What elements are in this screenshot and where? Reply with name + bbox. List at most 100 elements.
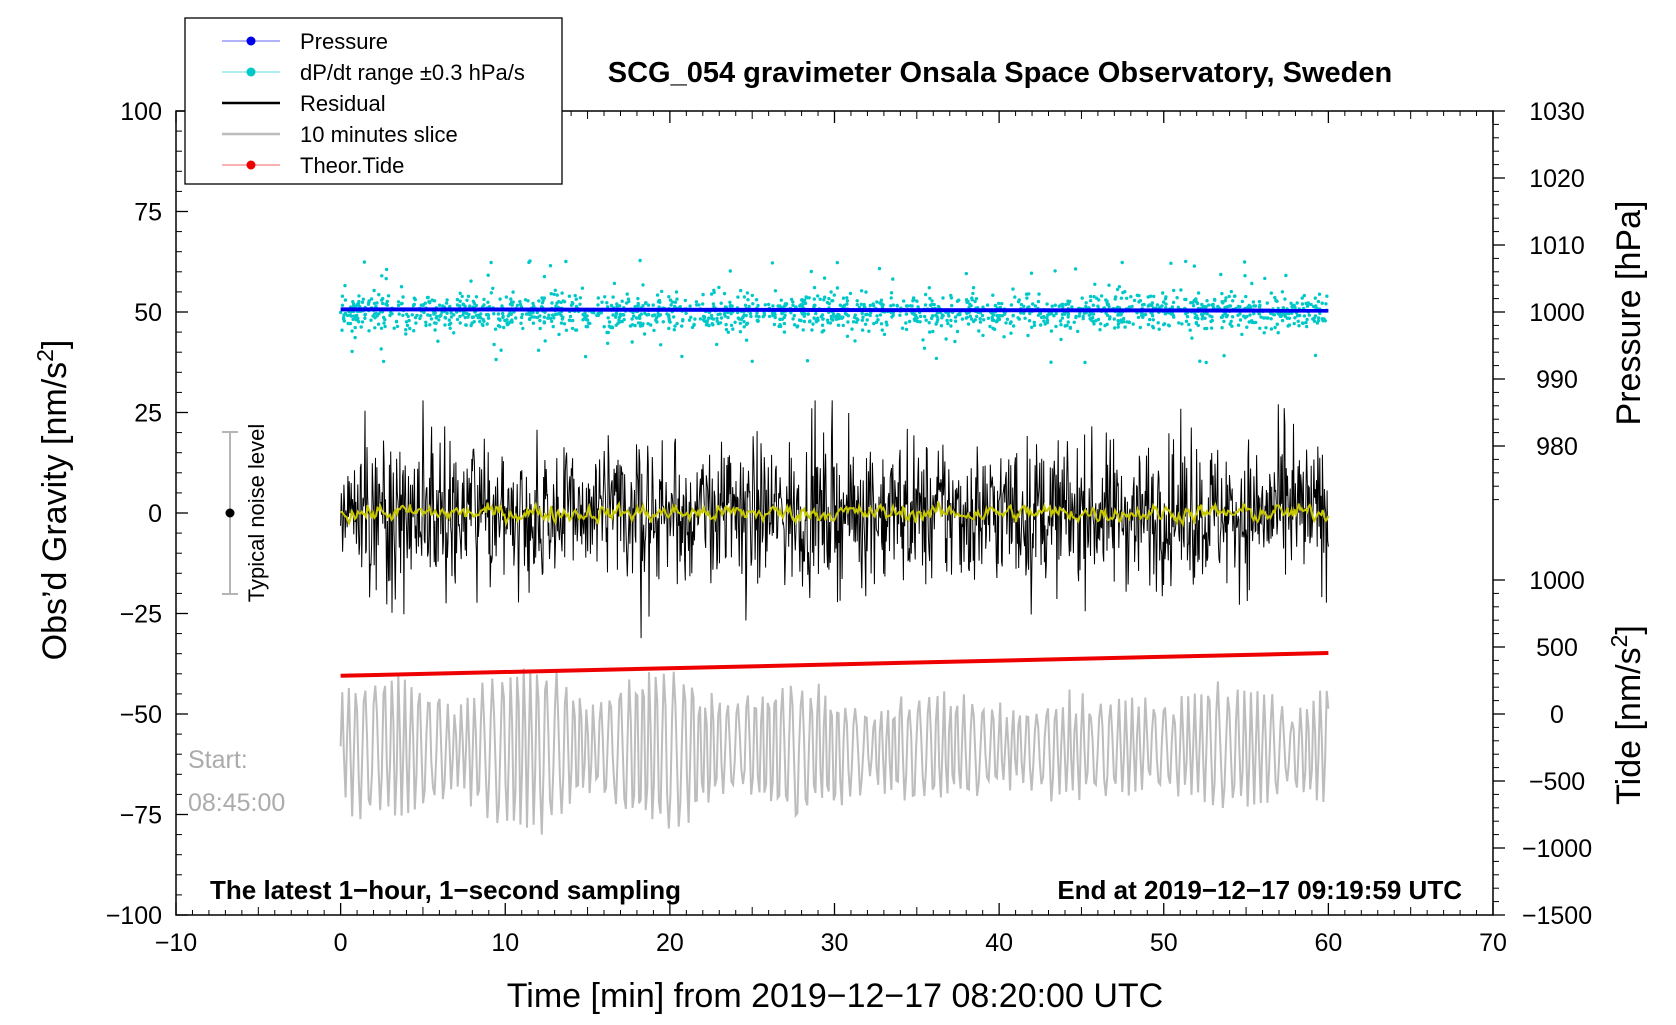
- dpdt-point: [1211, 302, 1215, 307]
- dpdt-point: [437, 318, 441, 322]
- dpdt-point: [1049, 329, 1054, 333]
- dpdt-point: [831, 312, 836, 316]
- dpdt-point: [756, 303, 760, 308]
- dpdt-point: [480, 322, 484, 327]
- dpdt-point: [573, 293, 577, 298]
- dpdt-point: [481, 317, 485, 322]
- dpdt-point: [837, 316, 841, 321]
- dpdt-point: [953, 339, 957, 344]
- dpdt-point: [755, 311, 759, 315]
- dpdt-point: [812, 297, 816, 301]
- x-axis-label: Time [min] from 2019−12−17 08:20:00 UTC: [507, 977, 1163, 1015]
- dpdt-point: [1060, 316, 1065, 320]
- dpdt-point: [910, 304, 914, 308]
- dpdt-point: [1230, 315, 1235, 319]
- dpdt-point: [464, 323, 468, 327]
- dpdt-point: [1243, 274, 1247, 278]
- x-tick-label: 60: [1314, 929, 1342, 957]
- dpdt-point: [1265, 301, 1270, 305]
- dpdt-point: [1198, 359, 1202, 363]
- dpdt-point: [433, 328, 437, 332]
- legend-box: [184, 17, 563, 185]
- dpdt-point: [719, 301, 723, 305]
- dpdt-point: [369, 297, 374, 301]
- dpdt-point: [783, 313, 787, 317]
- dpdt-point: [722, 312, 727, 316]
- dpdt-point: [339, 310, 343, 315]
- dpdt-point: [958, 312, 962, 317]
- dpdt-point: [424, 323, 428, 328]
- pressure-tick-label: 1020: [1529, 165, 1585, 193]
- series-theor-tide: [340, 651, 1329, 678]
- dpdt-point: [492, 312, 496, 316]
- pressure-axis-ticks: 980 990 1000 1010 1020 1030: [1493, 98, 1585, 501]
- dpdt-point: [361, 297, 365, 301]
- dpdt-point: [792, 313, 796, 318]
- dpdt-point: [1091, 303, 1096, 307]
- dpdt-point: [1059, 323, 1063, 327]
- dpdt-point: [1316, 299, 1321, 304]
- dpdt-point: [935, 315, 939, 319]
- dpdt-point: [975, 314, 979, 319]
- dpdt-point: [877, 266, 882, 271]
- dpdt-point: [1191, 304, 1196, 308]
- dpdt-point: [1275, 322, 1280, 326]
- dpdt-point: [782, 321, 787, 326]
- dpdt-point: [1089, 299, 1093, 303]
- dpdt-point: [931, 329, 935, 334]
- dpdt-point: [1095, 296, 1099, 300]
- dpdt-point: [964, 271, 968, 276]
- dpdt-point: [773, 289, 778, 293]
- dpdt-point: [498, 297, 502, 301]
- y-tick-label-left: 0: [148, 500, 162, 528]
- dpdt-point: [528, 317, 532, 321]
- dpdt-point: [464, 311, 469, 316]
- dpdt-point: [1203, 326, 1207, 331]
- dpdt-point: [966, 322, 971, 326]
- dpdt-point: [592, 311, 596, 315]
- dpdt-point: [1043, 322, 1047, 326]
- dpdt-point: [1177, 321, 1181, 325]
- dpdt-point: [521, 326, 525, 331]
- dpdt-point: [443, 323, 447, 327]
- dpdt-point: [889, 291, 894, 295]
- dpdt-point: [564, 328, 569, 332]
- dpdt-point: [1207, 303, 1211, 307]
- dpdt-point: [554, 304, 558, 308]
- dpdt-point: [508, 312, 512, 316]
- dpdt-point: [355, 303, 359, 307]
- dpdt-point: [1170, 305, 1175, 309]
- dpdt-point: [1084, 301, 1088, 305]
- noise-bar: Typical noise level: [222, 424, 269, 602]
- dpdt-point: [766, 302, 771, 307]
- dpdt-point: [947, 314, 951, 318]
- dpdt-point: [845, 299, 850, 303]
- dpdt-point: [1229, 319, 1233, 324]
- dpdt-point: [615, 304, 619, 309]
- dpdt-point: [1224, 296, 1228, 300]
- dpdt-point: [1058, 319, 1063, 323]
- dpdt-point: [511, 300, 515, 304]
- dpdt-point: [923, 314, 927, 319]
- dpdt-point: [924, 318, 928, 322]
- dpdt-point: [638, 324, 643, 328]
- dpdt-point: [1280, 318, 1285, 323]
- dpdt-point: [538, 318, 542, 323]
- dpdt-point: [1116, 322, 1121, 326]
- dpdt-point: [1316, 316, 1321, 320]
- dpdt-point: [865, 318, 869, 322]
- pressure-axis-label: Pressure [hPa]: [1610, 201, 1648, 426]
- dpdt-point: [340, 328, 344, 332]
- dpdt-point: [779, 298, 783, 302]
- dpdt-point: [1290, 304, 1294, 309]
- dpdt-point: [939, 324, 944, 328]
- dpdt-point: [1184, 259, 1188, 264]
- dpdt-point: [531, 321, 536, 325]
- dpdt-point: [911, 312, 915, 316]
- dpdt-point: [879, 301, 883, 306]
- dpdt-point: [455, 317, 460, 322]
- dpdt-point: [1212, 297, 1217, 302]
- dpdt-point: [606, 330, 610, 335]
- dpdt-point: [1220, 326, 1224, 330]
- dpdt-point: [878, 313, 883, 317]
